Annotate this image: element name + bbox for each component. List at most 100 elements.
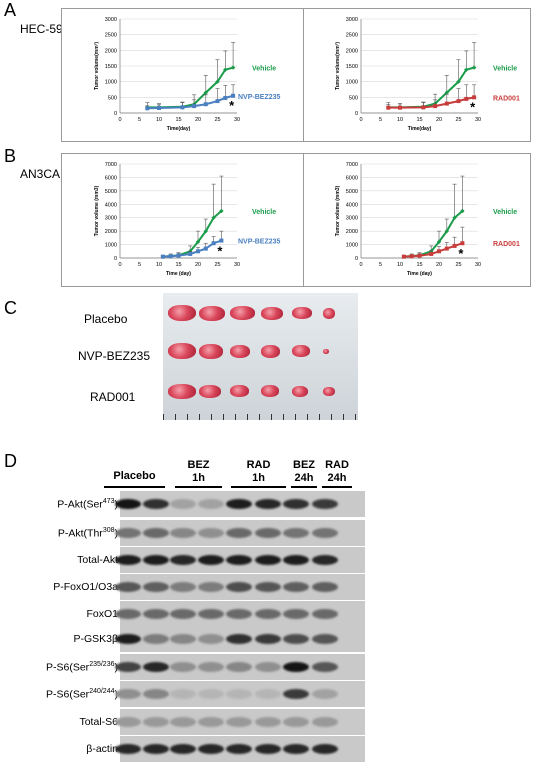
y-tick-label: 2500 (105, 33, 117, 39)
blot-band (143, 528, 169, 538)
tumor (199, 384, 221, 398)
blot-band (226, 634, 252, 644)
significance-star: * (470, 99, 476, 114)
blot-band (198, 609, 224, 619)
blot-group-underline (231, 486, 286, 488)
data-point (231, 93, 236, 98)
blot-band (143, 662, 169, 672)
data-point (157, 105, 161, 110)
data-point (444, 101, 449, 106)
y-tick-label: 1000 (105, 243, 117, 249)
data-point (215, 79, 220, 84)
blot-row-label: P-FoxO1/O3a (53, 581, 118, 593)
tumor (261, 306, 283, 320)
blot-band (312, 555, 338, 565)
y-tick-label: 0 (355, 111, 358, 117)
blot-row-label: Total-S6 (79, 716, 118, 728)
data-point (398, 105, 402, 110)
blot-group-underline (322, 486, 352, 488)
blot-band (255, 689, 281, 699)
y-tick-label: 3000 (105, 216, 117, 222)
series-drug (160, 230, 224, 259)
blot-band (198, 744, 224, 754)
tumor (199, 305, 225, 321)
blot-band (226, 555, 252, 565)
x-tick-label: 5 (379, 262, 382, 268)
blot-band (255, 662, 281, 672)
blot-row-label: P-Akt(Thr308) (57, 527, 118, 540)
data-point (417, 253, 422, 258)
blot-band (143, 499, 169, 509)
blot-band (115, 528, 141, 538)
series-drug (401, 226, 465, 259)
data-point (456, 99, 461, 104)
data-point (409, 254, 414, 259)
blot-band (143, 689, 169, 699)
legend-drug: RAD001 (493, 241, 520, 248)
x-tick-label: 10 (156, 117, 162, 123)
blot-group-label: RAD (325, 459, 349, 471)
significance-star: * (229, 98, 235, 113)
data-point (460, 208, 465, 214)
x-tick-label: 20 (436, 262, 442, 268)
y-axis-label: Tumor volume (mm3) (335, 185, 341, 236)
data-point (203, 228, 208, 234)
blot-band (143, 609, 169, 619)
blot-band (170, 499, 196, 509)
tumor-row-label-placebo: Placebo (84, 312, 128, 326)
x-tick-label: 25 (455, 262, 461, 268)
series-drug (386, 84, 477, 110)
x-tick-label: 10 (156, 262, 162, 268)
x-tick-label: 20 (195, 262, 201, 268)
blot-band (115, 609, 141, 619)
tumor (199, 343, 223, 359)
blot-band (198, 555, 224, 565)
x-tick-label: 15 (175, 262, 181, 268)
western-blot: Placebo BEZ 1h RAD 1h BEZ 24h RAD 24h P-Akt(Ser47… (0, 459, 537, 762)
blot-group-time: 24h (294, 472, 314, 484)
blot-band (312, 634, 338, 644)
blot-band (312, 582, 338, 592)
tumor (261, 344, 280, 358)
blot-band (255, 528, 281, 538)
x-tick-label: 30 (475, 262, 481, 268)
data-point (195, 239, 201, 245)
data-point (211, 215, 216, 220)
blot-band (115, 744, 141, 754)
panel-label-a: A (4, 0, 17, 20)
x-axis-label: Time (day) (166, 271, 191, 277)
y-tick-label: 6000 (105, 175, 117, 181)
tumor (292, 307, 312, 319)
data-point (444, 228, 449, 234)
y-axis-label: Tumor volume(mm³) (94, 42, 100, 90)
data-point (452, 243, 457, 248)
y-tick-label: 7000 (105, 162, 117, 168)
blot-band (170, 609, 196, 619)
x-tick-label: 5 (379, 117, 382, 123)
blot-band (198, 634, 224, 644)
blot-band (312, 689, 338, 699)
y-tick-label: 1500 (105, 64, 117, 70)
data-point (145, 106, 150, 111)
blot-band (226, 689, 252, 699)
blot-group-label: Placebo (113, 470, 156, 482)
data-point (168, 254, 173, 259)
y-tick-label: 2000 (105, 229, 117, 235)
data-point (196, 249, 200, 254)
x-tick-label: 15 (416, 117, 422, 123)
blot-row-label: β-actin (86, 743, 118, 755)
x-tick-label: 30 (234, 262, 240, 268)
blot-group-label: RAD (246, 459, 271, 471)
blot-band (255, 582, 281, 592)
blot-band (226, 717, 252, 727)
blot-band (255, 555, 281, 565)
data-point (471, 65, 477, 70)
blot-band (312, 528, 338, 538)
data-point (444, 90, 449, 95)
panel-label-b: B (4, 146, 17, 166)
x-axis-label: Time(day) (167, 126, 191, 132)
blot-band (312, 717, 338, 727)
blot-band (198, 662, 224, 672)
y-tick-label: 0 (114, 256, 117, 262)
y-tick-label: 2000 (346, 229, 358, 235)
